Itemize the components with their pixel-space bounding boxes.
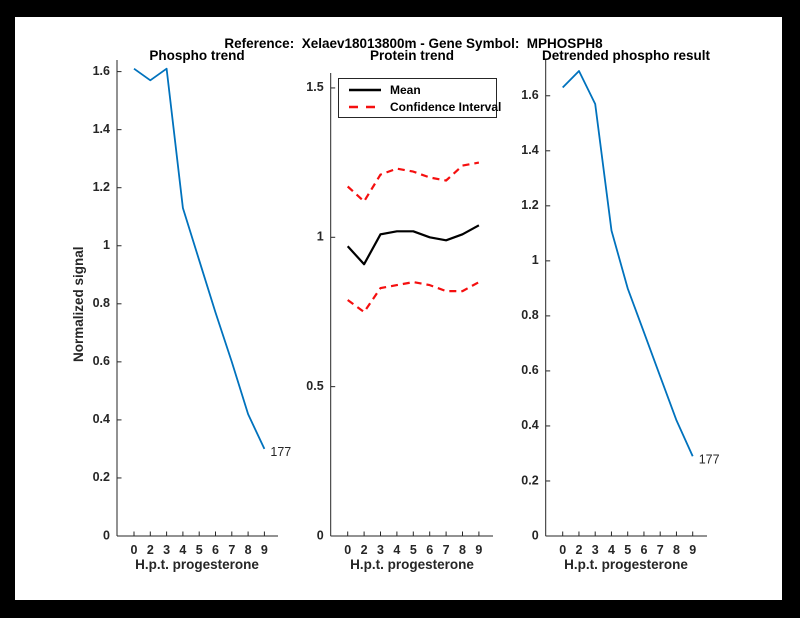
legend-entry-confidence-interval: Confidence Interval [339,98,501,116]
y-tick-label: 0.2 [93,470,110,484]
x-tick-label: 4 [608,543,615,557]
x-tick-label: 0 [559,543,566,557]
y-tick-label: 1.6 [521,88,538,102]
y-axis-label: Normalized signal [71,246,86,362]
y-tick-label: 0 [103,528,110,542]
legend-entry-mean: Mean [339,81,496,99]
y-tick-label: 0.8 [521,308,538,322]
x-tick-label: 9 [475,543,482,557]
subplot-title-phospho-trend: Phospho trend [149,48,245,63]
x-tick-label: 3 [163,543,170,557]
x-tick-label: 7 [443,543,450,557]
x-tick-label: 3 [377,543,384,557]
x-tick-label: 3 [592,543,599,557]
series-line-red-dashed [346,161,480,203]
x-axis-label-middle: H.p.t. progesterone [350,557,474,572]
x-tick-label: 6 [426,543,433,557]
x-tick-label: 5 [410,543,417,557]
x-tick-label: 8 [673,543,680,557]
series-line-red-dashed [347,281,480,314]
y-tick-label: 0.6 [93,354,110,368]
x-tick-label: 4 [179,543,186,557]
x-tick-label: 9 [261,543,268,557]
x-tick-label: 8 [245,543,252,557]
x-tick-label: 2 [575,543,582,557]
mean-line-swatch-icon [349,88,381,92]
figure-page: Reference: Xelaev18013800m - Gene Symbol… [15,17,782,600]
x-tick-label: 0 [344,543,351,557]
y-tick-label: 1 [103,238,110,252]
series-line-black-solid [346,224,480,266]
y-tick-label: 1 [317,230,324,244]
x-tick-label: 4 [393,543,400,557]
x-tick-label: 5 [624,543,631,557]
x-axis-label-right: H.p.t. progesterone [564,557,688,572]
legend: Mean Confidence Interval [338,78,501,118]
x-tick-label: 6 [640,543,647,557]
series-line-blue-solid [133,67,266,450]
legend-label-mean: Mean [390,83,421,97]
y-tick-label: 1 [532,253,539,267]
x-tick-label: 7 [657,543,664,557]
figure-title: Reference: Xelaev18013800m - Gene Symbol… [224,36,603,51]
x-tick-label: 6 [212,543,219,557]
y-tick-label: 0.4 [93,412,110,426]
y-tick-label: 0 [532,528,539,542]
y-tick-label: 0.4 [521,418,538,432]
y-tick-label: 0 [317,528,324,542]
x-tick-label: 2 [361,543,368,557]
y-tick-label: 0.8 [93,296,110,310]
y-tick-label: 1.2 [521,198,538,212]
x-axis-label-left: H.p.t. progesterone [135,557,259,572]
y-tick-label: 0.6 [521,363,538,377]
x-tick-label: 0 [131,543,138,557]
x-tick-label: 5 [196,543,203,557]
x-tick-label: 7 [228,543,235,557]
y-tick-label: 0.5 [306,379,323,393]
legend-label-confidence-interval: Confidence Interval [390,100,502,114]
x-tick-label: 9 [689,543,696,557]
subplot-title-detrended-result: Detrended phospho result [541,48,710,63]
confidence-interval-dashed-swatch-icon [349,105,381,109]
x-tick-label: 2 [147,543,154,557]
y-tick-label: 0.2 [521,473,538,487]
series-end-label: 177 [270,445,291,459]
series-end-label: 177 [699,453,720,467]
y-tick-label: 1.6 [93,64,110,78]
subplot-title-protein-trend: Protein trend [369,48,454,63]
y-tick-label: 1.4 [93,122,110,136]
y-tick-label: 1.5 [306,80,323,94]
y-tick-label: 1.2 [93,180,110,194]
series-line-blue-solid [562,70,694,457]
y-tick-label: 1.4 [521,143,538,157]
x-tick-label: 8 [459,543,466,557]
